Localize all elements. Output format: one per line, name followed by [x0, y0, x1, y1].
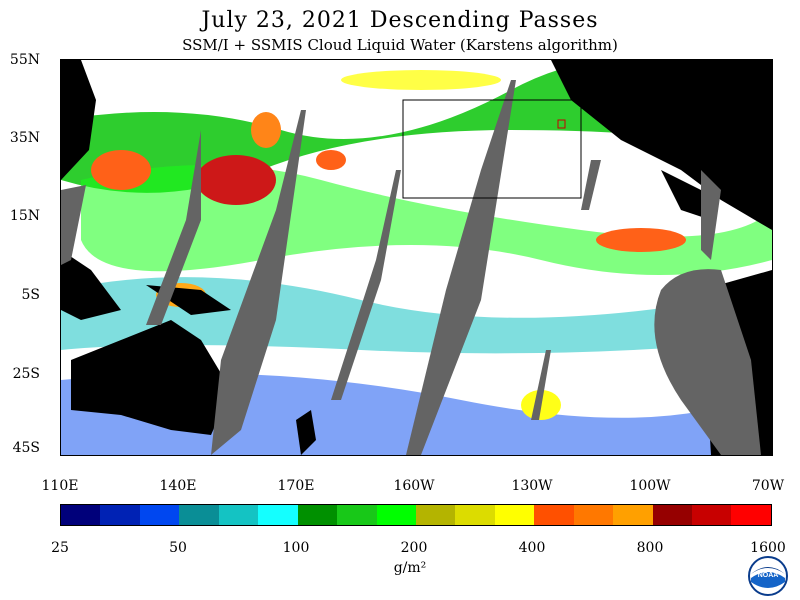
x-label-100w: 100W — [629, 478, 671, 494]
y-label-35n: 35N — [9, 130, 40, 146]
colorbar-label-400: 400 — [518, 540, 546, 556]
y-label-45s: 45S — [12, 440, 40, 456]
colorbar-swatch — [534, 505, 574, 525]
colorbar-swatch — [613, 505, 653, 525]
noaa-logo: NOAA — [748, 556, 788, 596]
map-title: July 23, 2021 Descending Passes — [201, 8, 599, 33]
colorbar-label-800: 800 — [636, 540, 664, 556]
colorbar-swatch — [258, 505, 298, 525]
map-subtitle: SSM/I + SSMIS Cloud Liquid Water (Karste… — [182, 36, 618, 54]
colorbar-swatch — [297, 505, 338, 525]
colorbar-swatch — [61, 505, 101, 525]
colorbar-units: g/m² — [393, 560, 427, 576]
colorbar — [60, 504, 772, 526]
x-label-110e: 110E — [41, 478, 79, 494]
colorbar-swatch — [455, 505, 495, 525]
colorbar-swatch — [139, 505, 180, 525]
colorbar-label-25: 25 — [51, 540, 69, 556]
colorbar-swatch — [415, 505, 456, 525]
y-label-55n: 55N — [9, 52, 40, 68]
x-label-170e: 170E — [277, 478, 315, 494]
colorbar-swatch — [652, 505, 692, 525]
x-label-70w: 70W — [751, 478, 785, 494]
colorbar-label-100: 100 — [282, 540, 310, 556]
noaa-logo-text: NOAA — [758, 572, 779, 579]
small-region-box — [557, 119, 566, 129]
colorbar-label-1600: 1600 — [750, 540, 786, 556]
colorbar-swatch — [692, 505, 732, 525]
y-label-15n: 15N — [9, 208, 40, 224]
cloud-water-map — [60, 59, 773, 456]
region-box — [402, 99, 582, 199]
colorbar-swatch — [573, 505, 614, 525]
x-label-140e: 140E — [159, 478, 197, 494]
y-label-25s: 25S — [12, 366, 40, 382]
colorbar-swatch — [731, 505, 771, 525]
colorbar-swatch — [179, 505, 219, 525]
map-canvas — [61, 60, 772, 455]
colorbar-swatch — [218, 505, 259, 525]
colorbar-label-200: 200 — [400, 540, 428, 556]
x-label-160w: 160W — [393, 478, 435, 494]
colorbar-swatch — [337, 505, 377, 525]
no-data-swaths — [61, 80, 761, 455]
colorbar-swatch — [494, 505, 535, 525]
colorbar-label-50: 50 — [169, 540, 187, 556]
y-label-5s: 5S — [21, 287, 41, 303]
colorbar-swatch — [100, 505, 140, 525]
colorbar-swatch — [376, 505, 416, 525]
x-label-130w: 130W — [511, 478, 553, 494]
